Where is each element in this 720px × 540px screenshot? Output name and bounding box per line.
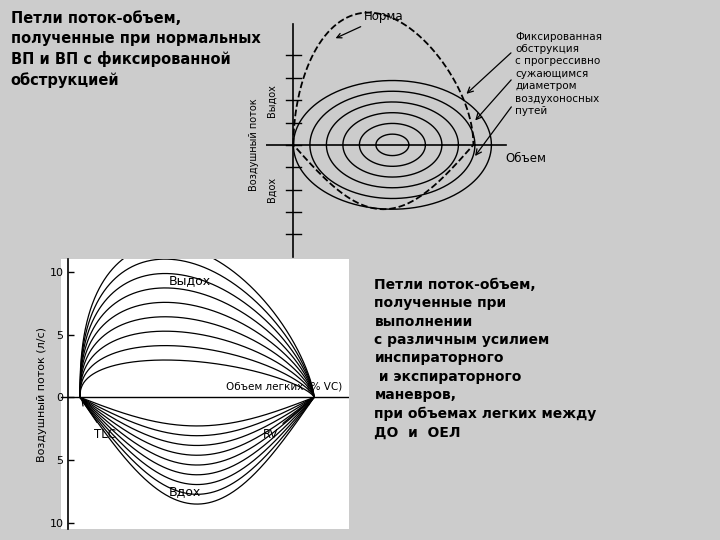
Text: Фиксированная
обструкция
с прогрессивно
сужающимся
диаметром
воздухоносных
путей: Фиксированная обструкция с прогрессивно … <box>516 31 603 116</box>
Text: Петли поток-объем,
полученные при нормальных
ВП и ВП с фиксированной
обструкцией: Петли поток-объем, полученные при нормал… <box>11 11 261 87</box>
Text: Вдох: Вдох <box>267 177 276 202</box>
Y-axis label: Воздушный поток (л/с): Воздушный поток (л/с) <box>37 327 47 462</box>
Text: Петли поток-объем,
полученные при
выполнении
с различным усилием
инспираторного
: Петли поток-объем, полученные при выполн… <box>374 278 597 440</box>
Text: Объем легких (% VC): Объем легких (% VC) <box>226 381 342 391</box>
Text: Норма: Норма <box>337 10 403 38</box>
Text: Выдох: Выдох <box>267 84 276 117</box>
Text: TLC: TLC <box>82 401 116 441</box>
Text: Вдох: Вдох <box>169 485 201 498</box>
Text: Воздушный поток: Воздушный поток <box>249 99 258 191</box>
Text: Объем: Объем <box>505 152 546 165</box>
Text: Выдох: Выдох <box>169 274 211 287</box>
Text: RV: RV <box>263 400 311 441</box>
